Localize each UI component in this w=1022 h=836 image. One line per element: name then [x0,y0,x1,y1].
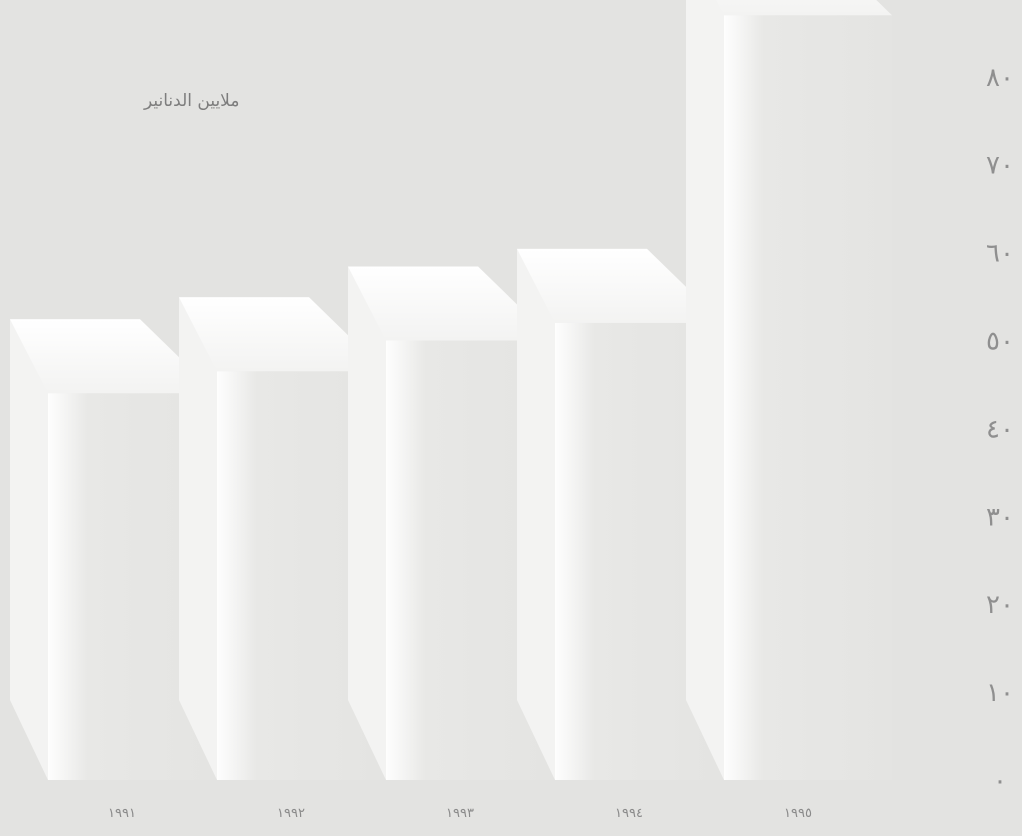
y-tick-label: ٦٠ [986,239,1014,269]
y-axis-label: ملايين الدنانير [143,91,239,111]
y-tick-label: ١٠ [986,678,1014,708]
bar-front-glow [555,322,595,780]
y-tick-label: ٣٠ [986,502,1014,532]
bars [10,0,892,781]
x-tick-label: ١٩٩٣ [446,806,474,821]
x-tick-label: ١٩٩٢ [277,806,305,821]
bar [686,0,892,780]
bar-top-highlight [10,319,216,394]
x-axis-ticks: ١٩٩١ ١٩٩٢ ١٩٩٣ ١٩٩٤ ١٩٩٥ [108,806,812,821]
bar-top-highlight [179,297,385,372]
y-tick-label: ٠ [993,766,1007,796]
bar-front-glow [724,15,764,780]
y-tick-label: ٨٠ [986,63,1014,93]
y-axis-ticks: ٠ ١٠ ٢٠ ٣٠ ٤٠ ٥٠ ٦٠ ٧٠ ٨٠ [986,63,1014,796]
y-tick-label: ٥٠ [986,327,1014,357]
x-tick-label: ١٩٩١ [108,806,136,821]
x-tick-label: ١٩٩٥ [784,806,812,821]
bar [179,297,385,780]
x-tick-label: ١٩٩٤ [615,806,643,821]
bar-top-highlight [716,0,892,16]
bar-top-highlight [517,248,723,323]
bar-front-glow [217,371,257,780]
y-tick-label: ٤٠ [986,414,1014,444]
y-tick-label: ٧٠ [986,151,1014,181]
bar-top-highlight [348,266,554,341]
y-tick-label: ٢٠ [986,590,1014,620]
bar-front-glow [48,393,88,780]
bar-front-glow [386,340,426,780]
